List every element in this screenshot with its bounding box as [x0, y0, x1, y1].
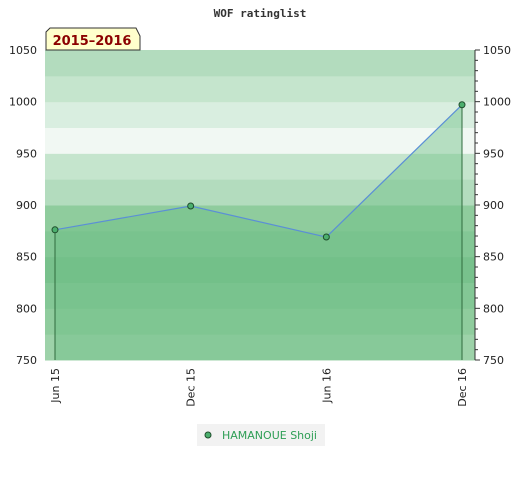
background-band — [45, 127, 475, 154]
data-point — [187, 202, 195, 210]
data-point — [322, 233, 330, 241]
right-y-axis: 750 800 850 900 950 1000 1050 — [474, 44, 511, 367]
x-tick-label: Jun 15 — [49, 368, 62, 404]
data-point — [51, 226, 59, 234]
y-tick-label-right: 800 — [483, 302, 504, 315]
series-line — [54, 104, 463, 238]
x-tick-label: Dec 16 — [456, 368, 469, 407]
legend-series-name: HAMANOUE Shoji — [222, 429, 317, 442]
y-tick-label-right: 950 — [483, 147, 504, 160]
x-axis: Jun 15 Dec 15 Jun 16 Dec 16 — [49, 368, 469, 407]
background-bands — [45, 50, 475, 361]
left-y-axis: 750 800 850 900 950 1000 1050 — [9, 44, 37, 367]
y-tick-label-left: 750 — [16, 354, 37, 367]
background-band — [45, 308, 475, 335]
legend: HAMANOUE Shoji — [197, 424, 325, 446]
background-band — [45, 50, 475, 77]
background-band — [45, 153, 475, 180]
y-tick-label-left: 850 — [16, 251, 37, 264]
y-tick-label-right: 900 — [483, 199, 504, 212]
background-band — [45, 334, 475, 361]
y-tick-label-right: 1000 — [483, 96, 511, 109]
legend-marker — [204, 431, 212, 439]
y-tick-label-left: 1050 — [9, 44, 37, 57]
background-band — [45, 230, 475, 258]
y-tick-label-left: 1000 — [9, 96, 37, 109]
y-tick-label-left: 900 — [16, 199, 37, 212]
period-badge: 2015–2016 — [45, 27, 141, 51]
y-tick-label-right: 750 — [483, 354, 504, 367]
data-point — [458, 101, 466, 109]
background-band — [45, 179, 475, 206]
background-band — [45, 101, 475, 128]
legend-box — [197, 424, 325, 446]
chart-title: WOF ratinglist — [214, 7, 307, 20]
x-tick-label: Dec 15 — [185, 368, 198, 407]
background-band — [45, 282, 475, 309]
y-tick-label-right: 1050 — [483, 44, 511, 57]
background-band — [45, 256, 475, 283]
area-layer — [54, 104, 463, 361]
y-tick-label-left: 800 — [16, 302, 37, 315]
series-area — [55, 104, 462, 361]
data-markers — [51, 101, 466, 241]
period-label: 2015–2016 — [53, 34, 132, 49]
x-tick-label: Jun 16 — [320, 368, 333, 404]
period-badge-box — [45, 27, 141, 51]
background-band — [45, 75, 475, 103]
y-tick-label-left: 950 — [16, 147, 37, 160]
y-tick-label-right: 850 — [483, 251, 504, 264]
background-band — [45, 205, 475, 232]
